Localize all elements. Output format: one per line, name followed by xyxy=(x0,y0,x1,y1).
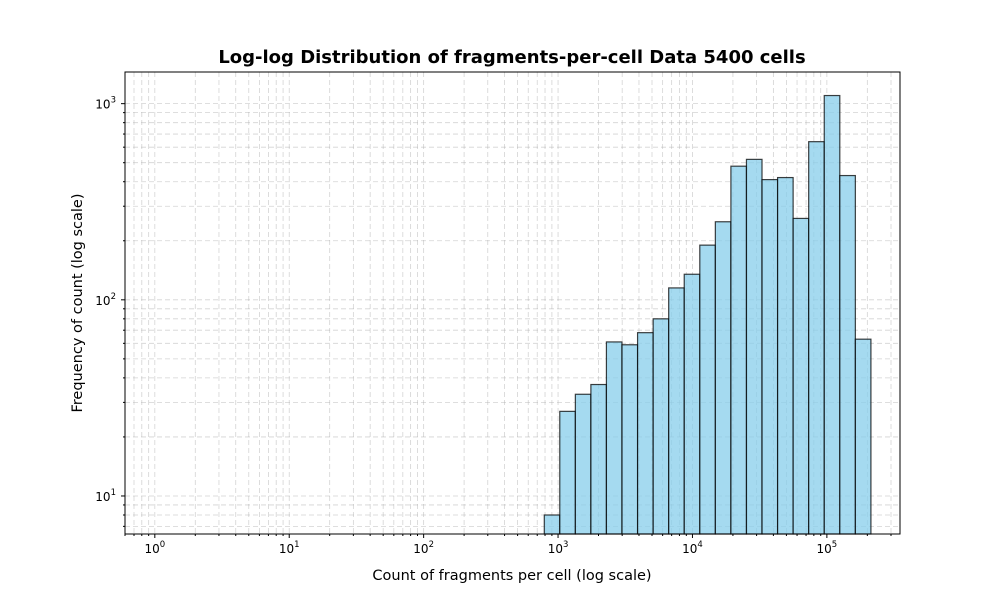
y-tick-label: 103 xyxy=(95,96,116,112)
x-tick-label: 100 xyxy=(144,540,165,556)
histogram-bar xyxy=(839,174,856,535)
chart-title: Log-log Distribution of fragments-per-ce… xyxy=(218,47,805,68)
histogram-bar xyxy=(699,244,716,535)
histogram-bar xyxy=(543,514,561,535)
histogram-bar xyxy=(683,273,701,535)
histogram-bar xyxy=(652,318,670,535)
x-tick-label: 102 xyxy=(413,540,434,556)
grid-lines xyxy=(124,72,900,534)
axis-ticks: 100 101 102 103 104 105 101 102 103 xyxy=(95,96,892,556)
histogram-bar xyxy=(668,287,685,535)
histogram-bar xyxy=(808,141,825,535)
histogram-bar xyxy=(590,383,608,535)
histogram-bar xyxy=(776,176,794,535)
histogram-bar xyxy=(792,217,810,535)
bars xyxy=(543,94,872,535)
y-tick-label: 102 xyxy=(95,292,116,308)
histogram-bar xyxy=(621,344,639,535)
histogram-bar xyxy=(761,179,779,535)
plot-frame xyxy=(124,71,901,535)
histogram-bar xyxy=(823,94,841,535)
x-tick-label: 101 xyxy=(279,540,300,556)
y-tick-label: 101 xyxy=(95,488,116,504)
histogram-bar xyxy=(574,393,592,535)
y-axis-label: Frequency of count (log scale) xyxy=(70,193,86,412)
histogram-bar xyxy=(636,332,654,535)
histogram-bar xyxy=(745,158,763,535)
histogram-bar xyxy=(559,410,576,535)
x-tick-label: 104 xyxy=(682,540,703,556)
histogram-bar xyxy=(854,338,872,535)
x-tick-label: 103 xyxy=(548,540,569,556)
histogram-bar xyxy=(714,221,732,535)
x-tick-label: 105 xyxy=(817,540,838,556)
histogram-bar xyxy=(605,341,623,535)
histogram-bar xyxy=(730,165,748,535)
x-axis-label: Count of fragments per cell (log scale) xyxy=(372,568,651,584)
